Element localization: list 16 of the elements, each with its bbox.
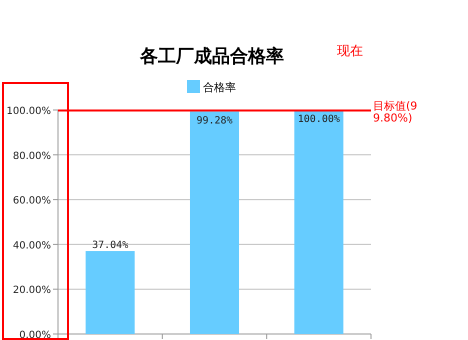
y-tick-label: 80.00% [12,150,51,162]
bar [294,110,344,334]
legend-label: 合格率 [203,81,236,94]
bar [86,251,135,334]
y-tick-label: 40.00% [12,240,51,252]
y-tick-label: 100.00% [6,106,51,117]
data-label: 37.04% [92,240,128,252]
y-tick-label: 60.00% [12,196,51,207]
data-label: 100.00% [298,114,340,125]
ref-line-label: 目标值(99.80%) [373,99,418,124]
data-label: 99.28% [196,116,233,127]
y-tick-label: 0.00% [19,330,51,340]
text: 现在 [337,44,363,59]
y-tick-label: 20.00% [12,285,51,296]
chart-title: 各工厂成品合格率 [139,46,284,67]
bar [190,112,240,334]
